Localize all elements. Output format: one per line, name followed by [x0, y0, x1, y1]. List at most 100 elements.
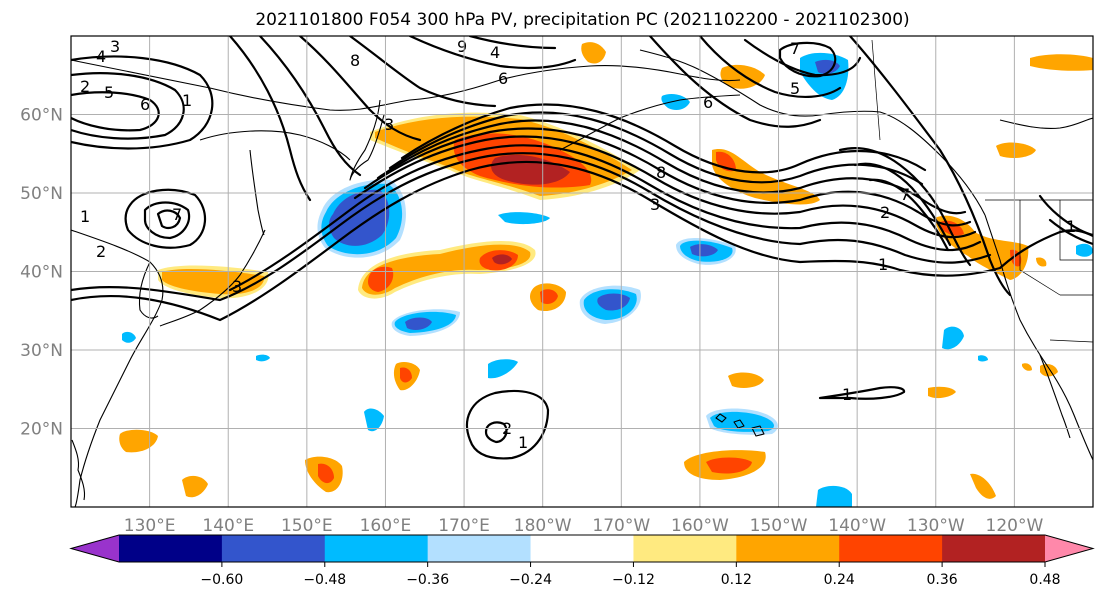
precip-blue-35n-core: [405, 317, 432, 330]
contour-label: 5: [790, 79, 800, 98]
precip-orange-117w: [1036, 257, 1047, 267]
lon-tick-label: 130°E: [124, 516, 176, 536]
lon-tick-label: 150°E: [281, 516, 333, 536]
colorbar-tick-label: −0.36: [406, 572, 449, 588]
lon-tick-label: 180°W: [514, 516, 572, 536]
colorbar-tick-label: −0.48: [303, 572, 346, 588]
precip-orange-23n-a: [928, 386, 956, 399]
lon-tick-label: 170°W: [592, 516, 650, 536]
precip-red-18n: [318, 463, 334, 484]
contour-label: 3: [384, 115, 394, 134]
precip-japan-orange-core: [162, 269, 265, 295]
colorbar-tick-label: 0.36: [927, 572, 958, 588]
contour-label: 6: [498, 69, 508, 88]
pv-gulf-trough-3: [868, 178, 950, 252]
pv-ak-closed: [778, 41, 837, 78]
contour-label: 8: [350, 51, 360, 70]
precip-blue-158w-core: [690, 244, 718, 257]
pv-pnw-2: [1038, 194, 1093, 237]
lon-tick-label: 160°E: [360, 516, 412, 536]
contour-label: 3: [110, 37, 120, 56]
pv-contour-6: [376, 119, 967, 215]
pv-north-6: [468, 36, 557, 50]
pv-subtropical-1-line: [818, 386, 906, 400]
coast-baja: [1039, 354, 1071, 439]
precip-orange-16n: [182, 475, 208, 498]
colorbar-outline: [69, 534, 1095, 563]
contour-label: 4: [490, 43, 500, 62]
pv-north-4: [348, 36, 497, 108]
precip-orange-20n: [119, 429, 158, 453]
coast-kamchatka: [349, 99, 385, 181]
pv-closed-low-japan-core: [156, 209, 182, 229]
lon-tick-label: 140°W: [828, 516, 886, 536]
contour-label: 5: [104, 83, 114, 102]
colorbar-tick-label: 0.24: [824, 572, 855, 588]
precip-blue-31n: [942, 326, 964, 350]
precip-blue-small-3: [256, 354, 270, 362]
contour-label: 1: [182, 91, 192, 110]
coast-japan: [159, 229, 266, 327]
pv-pnw-1: [848, 36, 1012, 297]
lat-tick-label: 60°N: [20, 106, 63, 126]
pv-north-3: [298, 36, 422, 142]
pv-contour-1-main: [71, 160, 1093, 322]
coast-hawaii: [715, 413, 765, 437]
contour-label: 2: [80, 77, 90, 96]
pv-contour-4: [353, 135, 977, 239]
contour-labels: 3 4 2 5 6 1 7 8 6 9 2 3 1 7 6 4 3 2 1 1: [80, 37, 1076, 452]
colorbar-segment: [633, 535, 737, 562]
pv-closed-ridge-north-2: [71, 72, 185, 140]
precip-band-40n-dark: [492, 254, 512, 265]
precip-blue-172w-core: [597, 293, 630, 311]
pv-north-1: [228, 36, 312, 202]
contour-label: 6: [703, 93, 713, 112]
precip-kamchatka-orange: [581, 42, 606, 64]
colorbar-tick-label: −0.24: [509, 572, 552, 588]
map-frame: [70, 35, 1094, 508]
pv-north-5: [408, 36, 577, 70]
colorbar-extend-high: [1045, 535, 1093, 562]
colorbar-segment: [736, 535, 840, 562]
longitude-labels: 130°E 140°E 150°E 160°E 170°E 180°W 170°W 160°W…: [124, 516, 1044, 536]
lon-tick-label: 160°W: [671, 516, 729, 536]
precip-nevada-blue: [1076, 243, 1093, 257]
political-borders: [871, 39, 1093, 343]
pv-gulf-trough-2: [853, 162, 952, 247]
lon-tick-label: 130°W: [907, 516, 965, 536]
contour-label: 8: [656, 163, 666, 182]
pv-subtropical-loop-inner: [484, 421, 508, 444]
pv-closed-ridge-north-3: [71, 55, 214, 150]
map-title: 2021101800 F054 300 hPa PV, precipitatio…: [255, 10, 910, 30]
precip-red-28n: [400, 367, 412, 383]
contour-label: 1: [878, 255, 888, 274]
graticule: [71, 36, 1093, 507]
contour-label: 1: [842, 385, 852, 404]
contour-label: 2: [880, 203, 890, 222]
contour-label: 6: [140, 95, 150, 114]
colorbar-segment: [324, 535, 429, 562]
contour-label: 7: [900, 185, 910, 204]
colorbar-extend-low: [71, 535, 119, 562]
contour-label: 1: [80, 207, 90, 226]
precip-blue-small-1: [364, 408, 384, 432]
contour-label: 4: [96, 47, 106, 66]
precip-bc-orange: [996, 142, 1036, 158]
border-us-states-1: [1019, 200, 1061, 296]
precip-blue-58n: [661, 94, 690, 110]
precip-negative-blob-core: [329, 189, 390, 246]
colorbar-tick-label: −0.60: [200, 572, 243, 588]
precip-orange-15n-130w: [970, 473, 996, 499]
border-us-mexico: [1049, 339, 1093, 343]
lat-tick-label: 30°N: [20, 341, 63, 361]
pv-ak-2: [698, 36, 842, 99]
contour-label: 3: [232, 277, 242, 296]
lon-tick-label: 150°W: [750, 516, 808, 536]
pv-ak-3: [743, 38, 862, 77]
colorbar-segment: [942, 535, 1046, 562]
colorbar: −0.60 −0.48 −0.36 −0.24 −0.12 0.12 0.24 0.36 0.4…: [69, 534, 1095, 588]
contour-label: 3: [650, 195, 660, 214]
colorbar-tick-label: 0.48: [1029, 572, 1060, 588]
